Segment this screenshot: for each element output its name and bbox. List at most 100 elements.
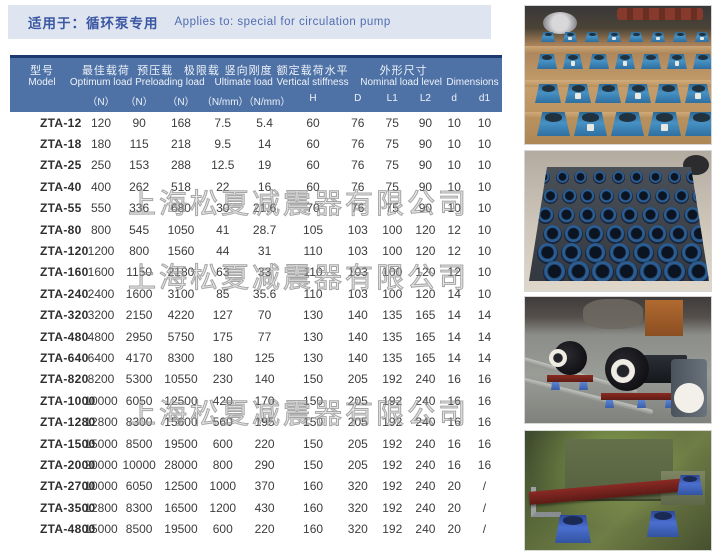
cell-value: 320 [347, 500, 368, 515]
cell-value: 240 [415, 500, 436, 515]
cell-value: 7.5 [214, 115, 232, 130]
header-label-en: Vertical stiffness [276, 77, 349, 88]
cell-value: 192 [382, 457, 403, 472]
blue-mount [589, 54, 609, 69]
cell-value: 800 [91, 222, 112, 237]
blue-mount-top [567, 261, 590, 281]
cell-model: ZTA-640 [40, 350, 89, 365]
cell-value: 10 [477, 179, 492, 194]
table-row: ZTA-120 1200 800 1560 44 31 110 103 100 120 12 10 [10, 240, 502, 261]
cell-value: 12800 [84, 500, 118, 515]
cell-value: 10000 [122, 457, 156, 472]
material-roll [543, 12, 577, 34]
cell-value: 1200 [87, 244, 115, 259]
cell-value: 10 [477, 158, 492, 173]
blue-mount-top [663, 261, 686, 281]
cell-value: 10 [447, 115, 461, 130]
cell-value: 8300 [125, 415, 153, 430]
blue-mount-top [663, 207, 680, 224]
cell-value: 290 [254, 457, 275, 472]
blue-mount-top [564, 225, 583, 244]
cell-value: 16 [477, 457, 492, 472]
cell-value: 76 [351, 201, 365, 216]
blue-mount-top [593, 171, 606, 184]
cell-value: 127 [212, 308, 233, 323]
cell-value: 15000 [84, 436, 118, 451]
cell-value: 20000 [84, 457, 118, 472]
blue-mount-top [537, 171, 550, 184]
cell-model: ZTA-55 [40, 201, 82, 216]
header-label-en: Dimensions [446, 77, 499, 88]
blue-mount-top [606, 225, 625, 244]
cell-value: 10 [477, 244, 492, 259]
table-row: ZTA-2700 10000 6050 12500 1000 370 160 320 192 24… [10, 476, 502, 497]
cell-value: 4800 [87, 329, 115, 344]
cell-value: 5750 [167, 329, 195, 344]
blue-mount [655, 84, 681, 103]
cell-value: 12800 [84, 415, 118, 430]
cell-value: 218 [170, 137, 191, 152]
cell-value: 4220 [167, 308, 195, 323]
cell-value: 180 [212, 350, 233, 365]
cell-value: 1600 [125, 286, 153, 301]
cell-value: 130 [303, 329, 324, 344]
blue-mount-top [609, 243, 630, 264]
cell-value: 800 [212, 457, 233, 472]
blue-mount-foot [579, 382, 588, 390]
cell-value: 12.5 [211, 158, 235, 173]
mount-cap [654, 512, 672, 520]
cell-model: ZTA-3500 [40, 500, 96, 515]
cell-value: 8500 [125, 522, 153, 537]
blue-mount-top [648, 225, 667, 244]
cell-value: 165 [415, 329, 436, 344]
cell-value: 16 [447, 372, 461, 387]
header-label-cn: 额定载荷水平 [276, 65, 349, 77]
cell-value: 35.6 [252, 286, 277, 301]
blue-mount-top [657, 243, 678, 264]
cell-value: 135 [382, 308, 403, 323]
header-unit: d1 [478, 93, 491, 104]
header-label-en: Optimum load [69, 77, 133, 88]
table-row: ZTA-480 4800 2950 5750 175 77 130 140 135 165 14 14 [10, 326, 502, 347]
cell-value: 10 [477, 137, 492, 152]
blue-mount-top [580, 189, 596, 204]
cell-value: 3100 [167, 286, 195, 301]
cell-value: 10 [477, 115, 492, 130]
cell-value: 70 [257, 308, 272, 323]
cell-model: ZTA-80 [40, 222, 82, 237]
cell-model: ZTA-1280 [40, 415, 96, 430]
page-title-english: Applies to: special for circulation pump [174, 16, 391, 28]
cell-model: ZTA-160 [40, 265, 89, 280]
blue-mount [565, 84, 591, 103]
cell-value: 240 [415, 372, 436, 387]
header-label-en: Nominal load level [360, 77, 442, 88]
cell-value: 16 [447, 393, 461, 408]
cell-value: 4170 [125, 350, 153, 365]
cell-value: 560 [212, 415, 233, 430]
cell-value: 125 [254, 350, 275, 365]
cell-value: 8200 [87, 372, 115, 387]
cell-model: ZTA-820 [40, 372, 89, 387]
blue-mount-top [673, 189, 689, 204]
blue-mount-top [687, 261, 709, 281]
red-parts [617, 8, 703, 20]
cell-value: 160 [303, 500, 324, 515]
cell-value: 100 [382, 244, 403, 259]
blue-mount [677, 475, 703, 495]
cell-value: 75 [385, 179, 399, 194]
cell-value: / [482, 522, 487, 537]
cell-value: 600 [212, 436, 233, 451]
cell-value: 16500 [164, 500, 198, 515]
cell-value: 205 [347, 436, 368, 451]
cell-value: 240 [415, 436, 436, 451]
cell-value: 8300 [167, 350, 195, 365]
cell-value: 140 [347, 329, 368, 344]
mount-cap [682, 475, 698, 482]
blue-mount-top [627, 225, 646, 244]
cell-value: 16 [447, 415, 461, 430]
blue-mount-top [585, 243, 606, 264]
blue-mount-top [681, 243, 702, 264]
blue-mount-top [561, 189, 577, 204]
photo-mounts-under-beam [524, 430, 712, 551]
cell-value: 220 [254, 522, 275, 537]
